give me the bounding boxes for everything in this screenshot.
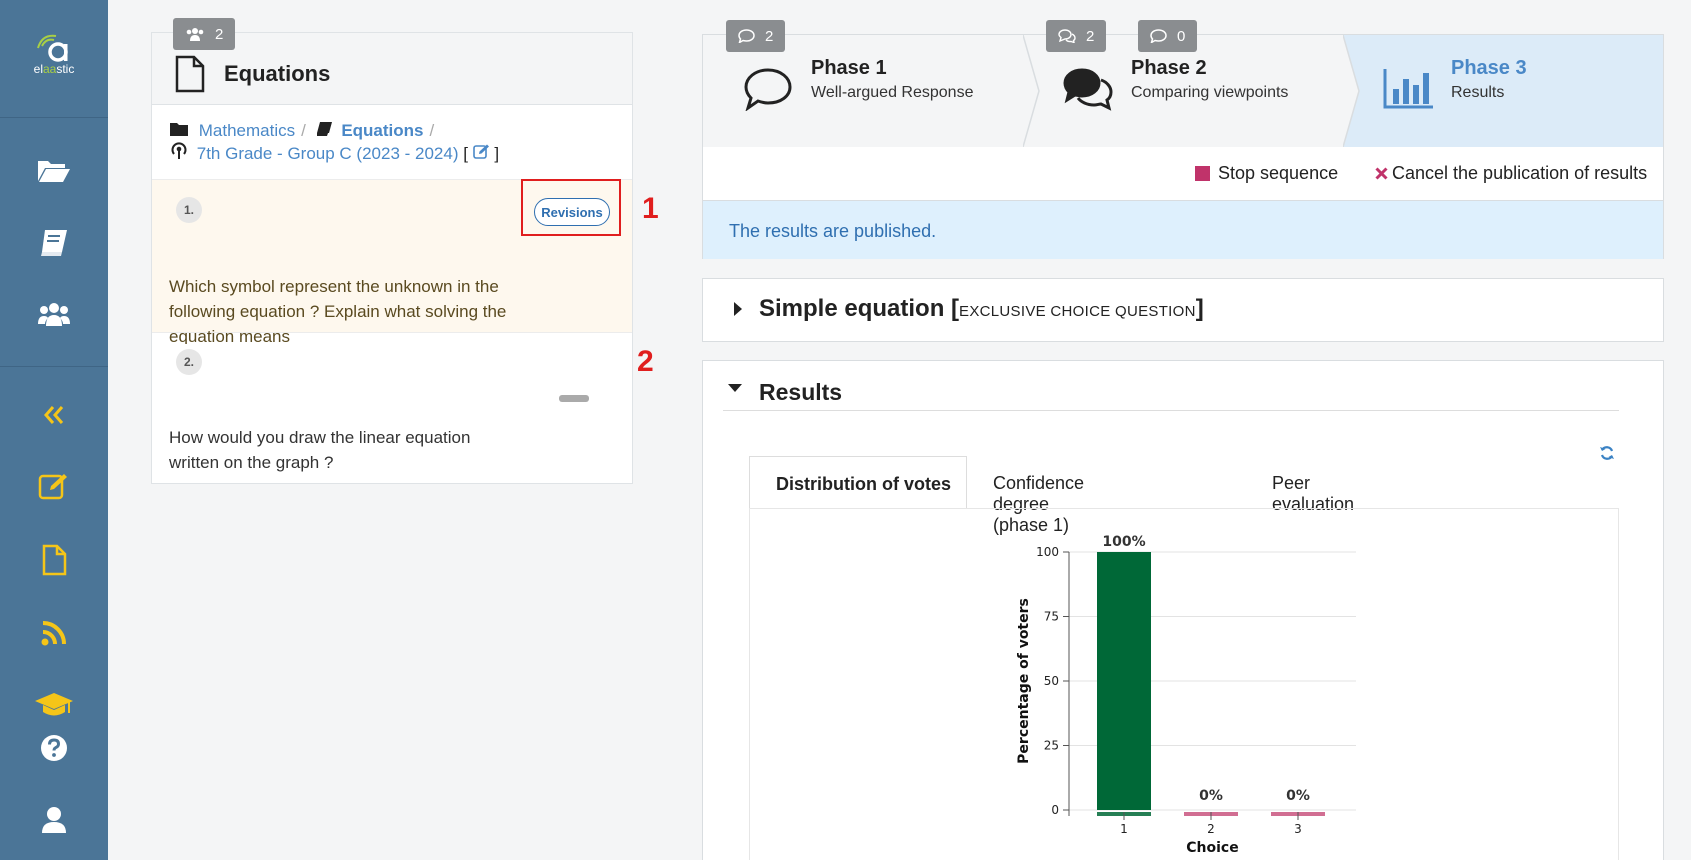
edit-icon[interactable] — [34, 469, 74, 503]
results-divider — [723, 410, 1619, 411]
data-label: 0% — [1286, 788, 1310, 804]
comments-icon — [1058, 29, 1076, 43]
refresh-icon[interactable] — [1599, 445, 1615, 461]
comment-icon — [1150, 29, 1167, 43]
x-tick-label: 1 — [1120, 822, 1128, 836]
users-icon[interactable] — [34, 297, 74, 331]
bracket-close: ] — [494, 144, 500, 163]
caret-right-icon[interactable] — [733, 301, 743, 317]
logo-mark-icon — [37, 34, 68, 62]
breadcrumb-subject[interactable]: Mathematics — [198, 121, 296, 140]
data-label: 0% — [1199, 788, 1223, 804]
x-axis-label: Choice — [1186, 840, 1238, 856]
phase-2-second-badge: 0 — [1138, 20, 1198, 52]
comments-icon — [1063, 68, 1113, 111]
book-icon[interactable] — [34, 226, 74, 260]
phase-1[interactable]: Phase 1 Well-argued Response — [703, 35, 1023, 147]
phase-3[interactable]: Phase 3 Results — [1343, 35, 1663, 147]
sequence-title: Equations — [224, 61, 331, 86]
collapse-icon[interactable] — [34, 398, 74, 432]
status-message: The results are published. — [703, 201, 1663, 259]
breadcrumb-sequence[interactable]: Equations — [341, 121, 424, 140]
phase-separator — [1343, 35, 1360, 147]
tab-peer-evaluation[interactable]: Peer evaluation — [1272, 473, 1355, 514]
phase-2[interactable]: Phase 2 Comparing viewpoints — [1023, 35, 1343, 147]
y-axis-label: Percentage of voters — [1016, 598, 1032, 764]
annotation-highlight-box — [521, 179, 621, 236]
help-icon[interactable] — [34, 731, 74, 765]
phase-steps: Phase 1 Well-argued Response Phase 2 Com… — [703, 35, 1663, 147]
phase-panel: Phase 1 Well-argued Response Phase 2 Com… — [702, 34, 1664, 259]
comment-icon — [738, 29, 755, 43]
stop-icon — [1195, 166, 1210, 181]
graduation-cap-icon[interactable] — [34, 688, 74, 722]
revisions-button[interactable]: Revisions — [534, 198, 610, 226]
folder-open-icon[interactable] — [34, 153, 74, 187]
close-icon — [1375, 167, 1388, 180]
phase-subtitle: Well-argued Response — [811, 84, 974, 101]
podcast-icon — [171, 142, 187, 159]
question-title: Simple equation [EXCLUSIVE CHOICE QUESTI… — [759, 295, 1204, 322]
phase-1-badge: 2 — [726, 20, 786, 52]
y-tick-label: 50 — [1044, 674, 1059, 688]
book-icon — [316, 122, 332, 136]
comment-icon — [744, 68, 792, 111]
phase-subtitle: Results — [1451, 84, 1505, 101]
x-tick-label: 3 — [1294, 822, 1302, 836]
x-tick-label: 2 — [1207, 822, 1215, 836]
results-title: Results — [759, 379, 843, 405]
annotation-number: 2 — [637, 345, 654, 378]
tab-confidence-degree[interactable]: Confidence degree (phase 1) — [993, 473, 1085, 535]
statement-text: Which symbol represent the unknown in th… — [169, 277, 507, 344]
statement-number: 2. — [176, 349, 202, 375]
breadcrumb: Mathematics / Equations/ 7th Grade - Grou… — [170, 121, 499, 164]
bar-chart-icon — [1383, 69, 1433, 109]
phase-subtitle: Comparing viewpoints — [1131, 84, 1289, 101]
statement-text: How would you draw the linear equation w… — [169, 428, 471, 472]
edit-icon[interactable] — [472, 144, 490, 159]
logo-text: elaastic — [33, 62, 75, 76]
users-icon — [186, 28, 204, 41]
phase-title: Phase 2 — [1131, 57, 1207, 79]
phase-title: Phase 3 — [1451, 57, 1527, 79]
y-tick-label: 75 — [1044, 610, 1059, 624]
tab-distribution-of-votes[interactable]: Distribution of votes — [749, 456, 967, 508]
y-tick-label: 25 — [1044, 739, 1059, 753]
app-logo[interactable]: elaastic — [0, 0, 108, 118]
data-label: 100% — [1102, 534, 1145, 550]
sequence-card: Equations Mathematics / Equations/ 7th Gr… — [151, 32, 633, 484]
user-icon[interactable] — [34, 803, 74, 837]
statement-status-indicator — [559, 395, 589, 402]
cancel-publication-button[interactable]: Cancel the publication of results — [1375, 163, 1647, 184]
stop-sequence-button[interactable]: Stop sequence — [1195, 163, 1338, 184]
y-tick-label: 0 — [1051, 803, 1059, 817]
bracket-open: [ — [463, 144, 468, 163]
phase-separator — [1023, 35, 1040, 147]
phase-2-badge: 2 — [1046, 20, 1107, 52]
tab-content: 0 25 50 75 100 1 100% 2 0% 3 0% Choice Percentage of… — [749, 508, 1619, 860]
sidebar: elaastic — [0, 0, 108, 860]
participants-badge: 2 — [173, 18, 236, 50]
folder-icon — [170, 123, 188, 136]
y-tick-label: 100 — [1036, 545, 1059, 559]
votes-chart: 0 25 50 75 100 1 100% 2 0% 3 0% Choice Percentage of… — [1016, 534, 1356, 856]
results-panel: Results Distribution of votes Confidence… — [702, 360, 1664, 860]
statement-2[interactable]: 2. How would you draw the linear equatio… — [152, 333, 632, 483]
phase-title: Phase 1 — [811, 57, 887, 79]
sidebar-divider — [0, 366, 108, 367]
question-panel[interactable]: Simple equation [EXCLUSIVE CHOICE QUESTI… — [702, 278, 1664, 342]
breadcrumb-course[interactable]: 7th Grade - Group C (2023 - 2024) — [196, 144, 459, 163]
file-icon[interactable] — [34, 543, 74, 577]
statement-number: 1. — [176, 197, 202, 223]
bar — [1097, 552, 1151, 810]
rss-icon[interactable] — [34, 616, 74, 650]
file-icon — [175, 55, 205, 93]
annotation-number: 1 — [642, 192, 659, 225]
sequence-actions: Stop sequence Cancel the publication of … — [703, 147, 1663, 201]
statement-1[interactable]: 1. Revisions Which symbol represent the … — [152, 179, 632, 344]
caret-down-icon[interactable] — [727, 383, 743, 393]
